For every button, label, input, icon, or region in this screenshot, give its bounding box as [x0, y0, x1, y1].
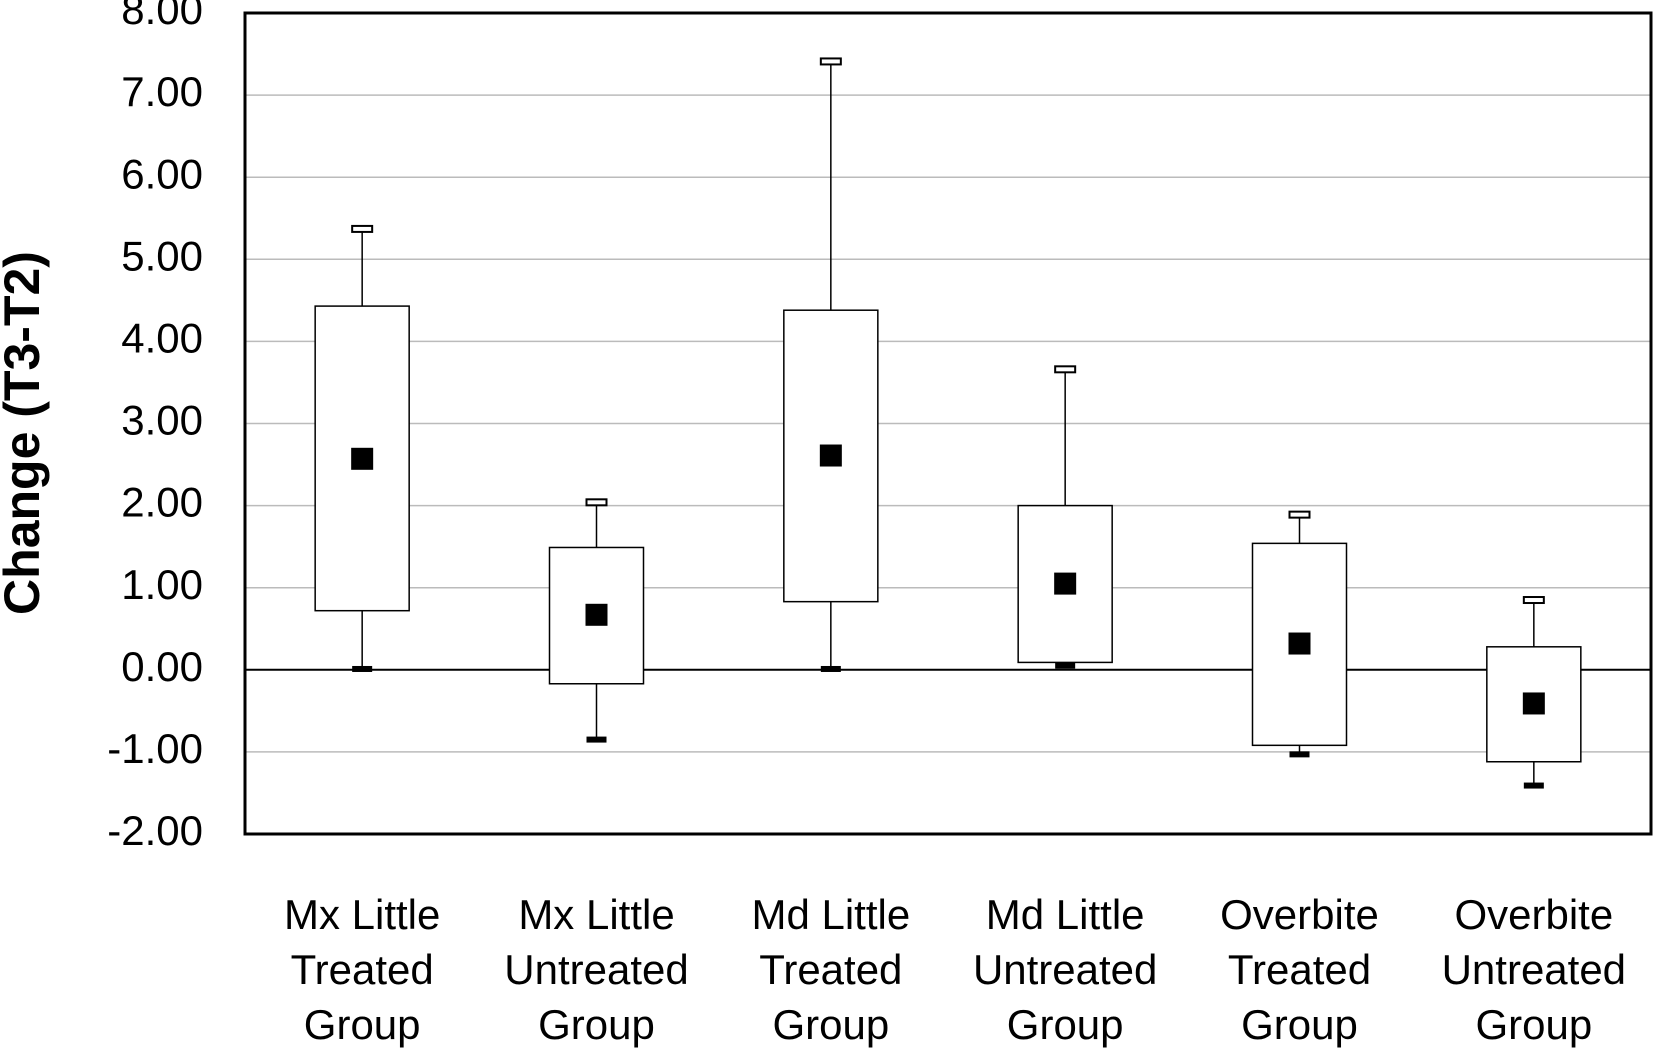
y-tick-label: -2.00 — [107, 807, 203, 854]
x-tick-label: Mx Little — [284, 891, 440, 938]
whisker-cap-lower — [1523, 782, 1544, 789]
whisker-cap-lower — [1055, 662, 1076, 669]
whisker-cap-lower — [820, 665, 841, 672]
mean-marker — [351, 447, 374, 470]
x-tick-label: Treated — [759, 946, 902, 993]
y-tick-label: 5.00 — [121, 232, 203, 279]
whisker-cap-lower — [1289, 751, 1310, 758]
y-axis-label: Change (T3-T2) — [0, 251, 50, 615]
whisker-cap-upper — [1288, 510, 1311, 519]
y-tick-label: 1.00 — [121, 561, 203, 608]
mean-marker — [1522, 692, 1545, 715]
x-tick-label: Untreated — [504, 946, 688, 993]
y-tick-label: 4.00 — [121, 314, 203, 361]
x-tick-label: Overbite — [1220, 891, 1379, 938]
y-tick-label: 2.00 — [121, 479, 203, 526]
whisker-cap-upper — [585, 498, 608, 507]
x-tick-label: Group — [304, 1001, 421, 1048]
x-tick-label: Overbite — [1454, 891, 1613, 938]
x-tick-label: Group — [538, 1001, 655, 1048]
y-tick-label: 8.00 — [121, 0, 203, 33]
x-tick-label: Untreated — [973, 946, 1157, 993]
x-tick-label: Group — [1475, 1001, 1592, 1048]
y-tick-label: 3.00 — [121, 397, 203, 444]
mean-marker — [585, 603, 608, 626]
whisker-cap-lower — [586, 736, 607, 743]
x-tick-label: Group — [772, 1001, 889, 1048]
plot-frame — [243, 11, 1653, 836]
y-tick-label: 0.00 — [121, 643, 203, 690]
x-tick-label: Group — [1241, 1001, 1358, 1048]
whisker-cap-lower — [352, 665, 373, 672]
y-tick-label: -1.00 — [107, 725, 203, 772]
whisker-cap-upper — [351, 224, 374, 233]
x-tick-label: Md Little — [986, 891, 1145, 938]
box — [548, 546, 645, 685]
x-tick-label: Treated — [1228, 946, 1371, 993]
x-tick-label: Mx Little — [518, 891, 674, 938]
mean-marker — [1288, 632, 1311, 655]
x-tick-label: Untreated — [1442, 946, 1626, 993]
x-tick-label: Md Little — [751, 891, 910, 938]
whisker-cap-upper — [819, 57, 842, 66]
y-tick-label: 6.00 — [121, 150, 203, 197]
whisker-cap-upper — [1522, 596, 1545, 605]
mean-marker — [819, 444, 842, 467]
x-tick-label: Treated — [291, 946, 434, 993]
x-tick-label: Group — [1007, 1001, 1124, 1048]
y-tick-label: 7.00 — [121, 68, 203, 115]
whisker-cap-upper — [1054, 365, 1077, 374]
mean-marker — [1054, 572, 1077, 595]
